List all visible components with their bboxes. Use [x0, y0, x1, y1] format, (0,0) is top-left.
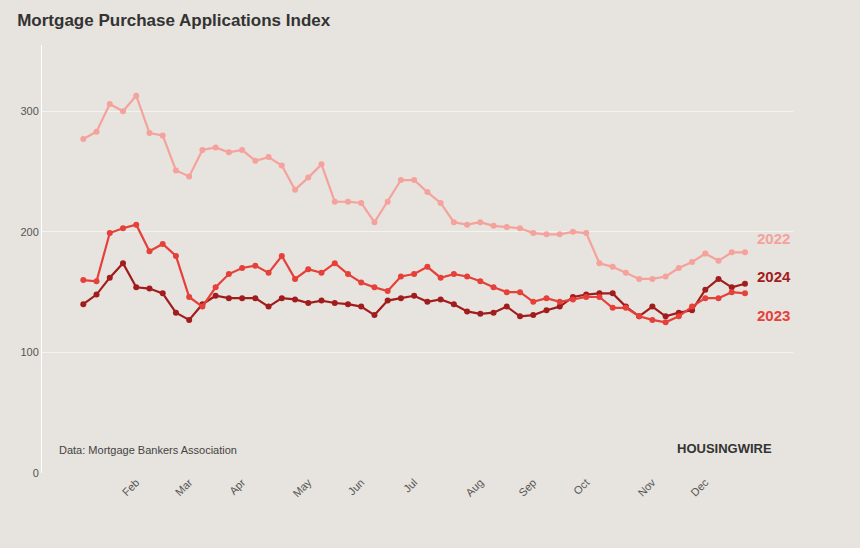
svg-text:Data: Mortgage Bankers Associa: Data: Mortgage Bankers Association: [59, 444, 237, 456]
svg-text:Nov: Nov: [635, 476, 658, 499]
svg-text:Oct: Oct: [571, 476, 592, 497]
svg-text:200: 200: [20, 226, 38, 238]
svg-text:100: 100: [20, 346, 38, 358]
svg-text:Sep: Sep: [516, 476, 538, 498]
svg-text:2023: 2023: [757, 307, 790, 324]
svg-text:HOUSINGWIRE: HOUSINGWIRE: [677, 441, 772, 456]
svg-text:300: 300: [20, 105, 38, 117]
svg-text:Mar: Mar: [173, 476, 195, 498]
svg-text:Jul: Jul: [401, 476, 419, 494]
svg-text:Mortgage Purchase Applications: Mortgage Purchase Applications Index: [17, 11, 331, 30]
svg-text:2022: 2022: [757, 230, 790, 247]
svg-text:May: May: [290, 476, 314, 500]
svg-text:2024: 2024: [757, 268, 791, 285]
svg-text:0: 0: [33, 467, 39, 479]
svg-text:Jun: Jun: [345, 476, 366, 497]
svg-text:Dec: Dec: [688, 476, 711, 499]
svg-text:Aug: Aug: [463, 476, 485, 498]
svg-text:Feb: Feb: [120, 476, 142, 498]
svg-text:Apr: Apr: [227, 476, 248, 497]
